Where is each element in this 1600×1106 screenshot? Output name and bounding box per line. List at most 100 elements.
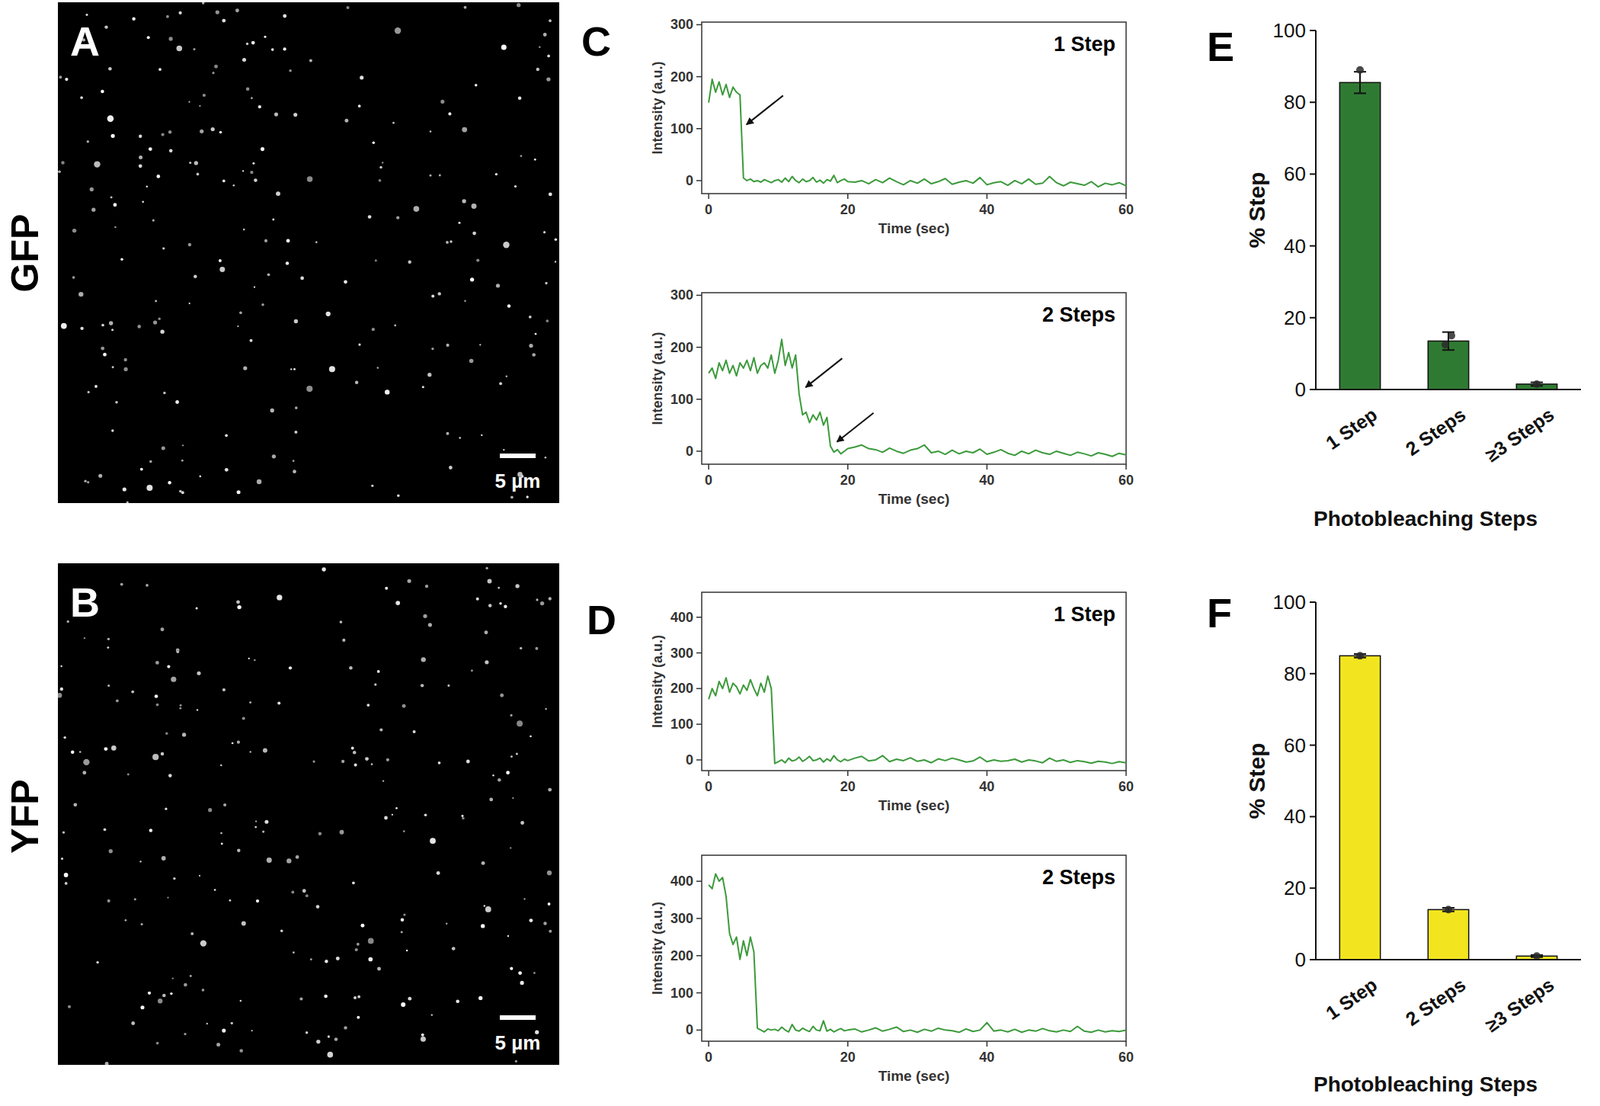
y-tick-label: 20 bbox=[1283, 306, 1306, 330]
intensity-trace bbox=[708, 873, 1127, 1032]
image-spot bbox=[374, 682, 377, 685]
image-spot bbox=[239, 1048, 244, 1053]
image-spot bbox=[120, 258, 124, 262]
image-spot bbox=[242, 57, 247, 62]
image-spot bbox=[368, 956, 373, 962]
image-spot bbox=[534, 158, 537, 161]
image-spot bbox=[64, 77, 68, 81]
micrograph: A5 µm bbox=[57, 1, 560, 503]
image-spot bbox=[543, 230, 546, 234]
image-spot bbox=[402, 704, 407, 708]
x-tick bbox=[847, 1040, 849, 1047]
image-spot bbox=[86, 480, 90, 484]
y-axis-title: % Step bbox=[1244, 742, 1270, 819]
image-spot bbox=[501, 44, 507, 51]
image-spot bbox=[60, 687, 64, 691]
y-tick bbox=[1309, 601, 1316, 603]
image-spot bbox=[533, 971, 536, 974]
image-spot bbox=[295, 854, 300, 859]
image-spot bbox=[248, 657, 250, 660]
bar-panel: 0204060801001 Step2 Steps≥3 Steps% StepP… bbox=[1206, 589, 1581, 1096]
x-tick bbox=[986, 464, 989, 470]
image-spot bbox=[124, 358, 128, 362]
image-spot bbox=[190, 931, 194, 935]
image-spot bbox=[531, 352, 536, 357]
image-spot bbox=[179, 489, 183, 493]
x-tick-label: 60 bbox=[1118, 1049, 1134, 1065]
image-spot bbox=[378, 179, 382, 183]
image-spot bbox=[105, 1061, 109, 1065]
x-tick bbox=[986, 770, 989, 776]
image-spot bbox=[145, 583, 149, 587]
image-spot bbox=[309, 58, 313, 62]
image-spot bbox=[339, 829, 345, 835]
y-tick bbox=[1309, 672, 1316, 675]
image-spot bbox=[193, 274, 198, 279]
image-spot bbox=[241, 921, 247, 926]
image-spot bbox=[137, 324, 141, 329]
image-spot bbox=[243, 228, 246, 231]
image-spot bbox=[294, 406, 298, 410]
image-spot bbox=[510, 713, 513, 717]
image-spot bbox=[169, 992, 173, 995]
plot-frame bbox=[701, 22, 1127, 194]
row-label: YFP bbox=[3, 778, 47, 853]
image-spot bbox=[403, 913, 406, 916]
image-spot bbox=[232, 184, 235, 187]
image-spot bbox=[271, 48, 275, 52]
image-spot bbox=[169, 36, 173, 41]
image-spot bbox=[352, 880, 356, 884]
image-spot bbox=[371, 327, 375, 331]
image-spot bbox=[474, 83, 478, 87]
image-spot bbox=[554, 238, 558, 242]
image-spot bbox=[547, 902, 551, 906]
image-spot bbox=[243, 365, 247, 370]
image-spot bbox=[222, 688, 226, 692]
error-bar-cap bbox=[1442, 348, 1455, 351]
image-spot bbox=[126, 501, 129, 503]
image-spot bbox=[155, 660, 160, 665]
image-spot bbox=[219, 266, 225, 272]
image-spot bbox=[162, 993, 167, 998]
image-spot bbox=[368, 214, 372, 219]
image-spot bbox=[198, 475, 202, 478]
image-spot bbox=[60, 160, 64, 164]
image-spot bbox=[67, 1004, 71, 1008]
image-spot bbox=[400, 917, 405, 922]
image-spot bbox=[134, 897, 137, 900]
image-spot bbox=[379, 727, 383, 731]
image-spot bbox=[485, 566, 488, 570]
row-label: GFP bbox=[3, 214, 47, 293]
image-spot bbox=[215, 10, 220, 15]
image-spot bbox=[266, 857, 272, 863]
image-spot bbox=[384, 586, 388, 590]
bar bbox=[1427, 908, 1469, 960]
y-tick bbox=[696, 398, 702, 400]
category-label: ≥3 Steps bbox=[1481, 972, 1558, 1036]
bar-data bbox=[1339, 66, 1557, 390]
image-spot bbox=[101, 323, 105, 327]
image-spot bbox=[240, 999, 243, 1002]
image-spot bbox=[206, 1022, 208, 1024]
image-spot bbox=[103, 746, 108, 751]
image-spot bbox=[528, 315, 532, 319]
y-tick-label: 0 bbox=[685, 752, 694, 768]
image-spot bbox=[115, 400, 119, 404]
image-spot bbox=[544, 456, 548, 459]
image-spot bbox=[148, 147, 153, 151]
plot-frame bbox=[701, 854, 1127, 1041]
image-spot bbox=[481, 860, 486, 865]
image-spot bbox=[107, 684, 110, 687]
image-spot bbox=[421, 656, 426, 662]
y-tick-label: 200 bbox=[670, 339, 694, 356]
image-spot bbox=[223, 803, 227, 807]
image-spot bbox=[104, 25, 108, 29]
image-spot bbox=[156, 703, 160, 707]
replicate-dot bbox=[1532, 380, 1541, 388]
image-spot bbox=[351, 746, 355, 750]
image-spot bbox=[480, 434, 483, 436]
image-spot bbox=[120, 582, 124, 586]
image-spot bbox=[293, 112, 298, 117]
image-spot bbox=[554, 260, 557, 263]
image-spot bbox=[235, 8, 240, 13]
